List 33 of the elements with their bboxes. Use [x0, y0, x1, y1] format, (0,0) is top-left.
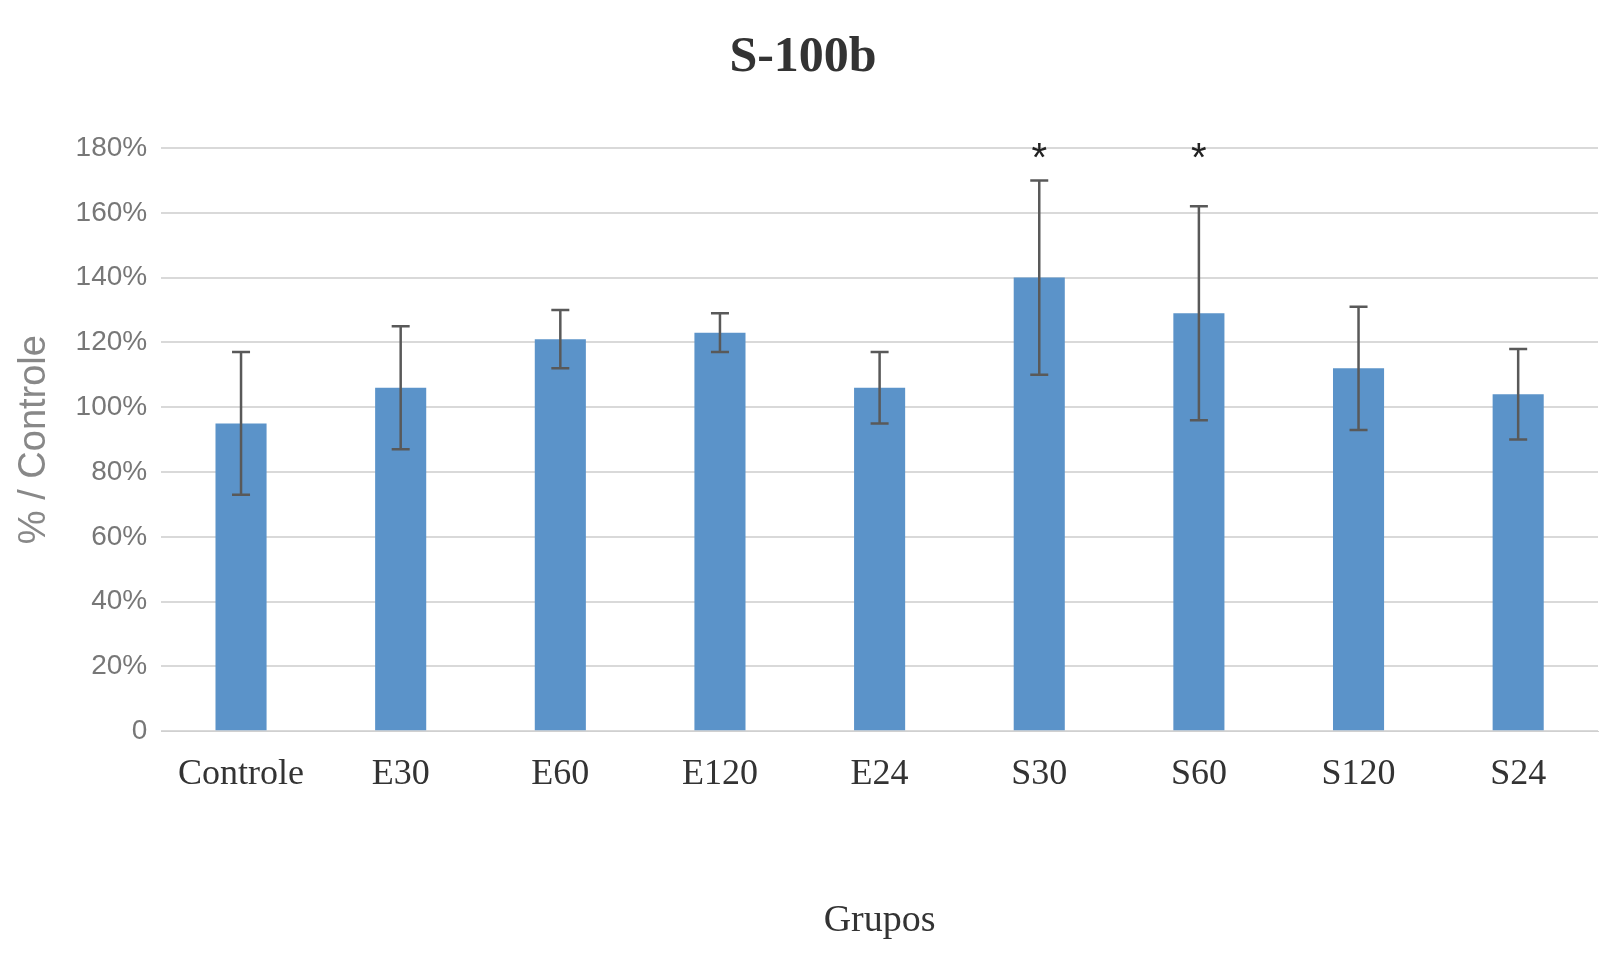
annotation: *	[1191, 135, 1207, 180]
y-tick-label: 160%	[75, 195, 148, 227]
y-tick-label: 140%	[75, 260, 148, 292]
x-tick-label: S120	[1321, 752, 1396, 793]
chart-title: S-100b	[729, 25, 877, 82]
x-tick-label: E30	[371, 752, 430, 793]
y-tick-label: 120%	[75, 325, 148, 357]
y-tick-label: 80%	[91, 454, 148, 486]
y-tick-label: 40%	[91, 584, 148, 616]
x-tick-label: E24	[850, 752, 909, 793]
bar	[1173, 313, 1225, 731]
x-tick-label: S30	[1011, 752, 1068, 793]
bar	[1492, 394, 1544, 731]
bar	[534, 339, 586, 731]
x-axis-title: Grupos	[823, 897, 936, 940]
y-tick-label: 0	[131, 713, 148, 745]
y-axis-title: % / Controle	[11, 335, 54, 545]
bar	[215, 423, 267, 731]
x-tick-label: S60	[1170, 752, 1227, 793]
bar	[854, 387, 906, 731]
y-tick-label: 60%	[91, 519, 148, 551]
bar	[1332, 368, 1385, 731]
x-tick-label: E120	[681, 752, 758, 793]
y-tick-label: 100%	[75, 389, 148, 421]
y-tick-label: 180%	[75, 130, 148, 162]
y-tick-label: 20%	[91, 649, 148, 681]
x-tick-label: E60	[531, 752, 590, 793]
x-tick-label: Controle	[178, 752, 305, 793]
bar	[694, 332, 746, 731]
x-tick-label: S24	[1490, 752, 1547, 793]
bar	[375, 387, 427, 731]
bar	[1013, 277, 1065, 731]
annotation: *	[1031, 135, 1048, 180]
